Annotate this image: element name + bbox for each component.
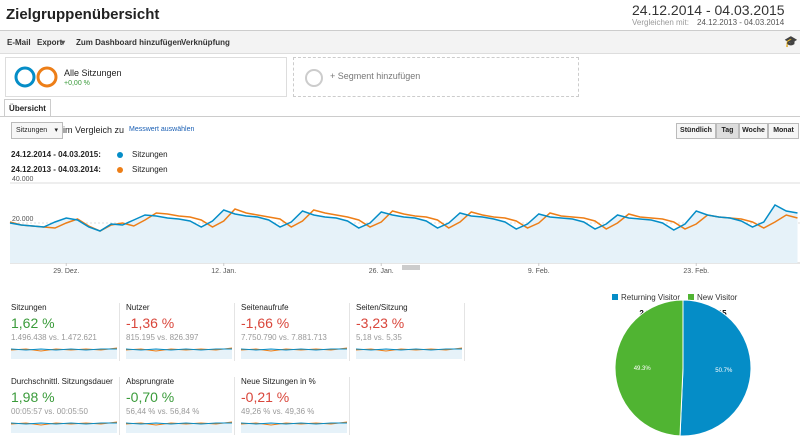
granularity-button[interactable]: Tag — [716, 123, 739, 139]
slice-label: 49.3% — [634, 366, 652, 372]
legend-marker — [117, 167, 123, 173]
x-tick-label: 9. Feb. — [528, 268, 550, 275]
metric-dropdown[interactable]: Sitzungen ▾ — [11, 122, 63, 139]
legend-marker — [117, 152, 123, 158]
metric-tile[interactable]: Seiten/Sitzung -3,23 % 5,18 vs. 5,35 — [356, 303, 465, 361]
granularity-button[interactable]: Monat — [768, 123, 799, 139]
metric-name: Neue Sitzungen in % — [241, 377, 316, 386]
metric-name: Sitzungen — [11, 303, 47, 312]
header: Zielgruppenübersicht 24.12.2014 - 04.03.… — [0, 0, 800, 31]
metric-tile[interactable]: Nutzer -1,36 % 815.195 vs. 826.397 — [126, 303, 235, 361]
legend-markers — [117, 152, 123, 173]
sparkline — [241, 421, 347, 433]
series-line — [9, 204, 798, 232]
compare-label: Vergleichen mit: — [632, 18, 689, 27]
segment-change: +0,00 % — [64, 80, 90, 87]
segment-name: Alle Sitzungen — [64, 68, 122, 78]
metric-name: Durchschnittl. Sitzungsdauer — [11, 377, 113, 386]
sparkline — [11, 347, 117, 359]
granularity-button[interactable]: Stündlich — [676, 123, 716, 139]
add-segment: + Segment hinzufügen — [330, 71, 421, 81]
area — [10, 205, 798, 263]
x-tick-label: 26. Jan. — [369, 268, 394, 275]
metric-change: -3,23 % — [356, 315, 405, 331]
add-icon — [305, 69, 323, 87]
slice-label: 50.7% — [715, 368, 733, 374]
metric-detail: 1.496.438 vs. 1.472.621 — [11, 333, 97, 342]
compare-range: 24.12.2013 - 04.03.2014 — [697, 18, 785, 27]
pie-slice[interactable] — [614, 299, 684, 437]
sparkline — [126, 421, 232, 433]
metric-tile[interactable]: Sitzungen 1,62 % 1.496.438 vs. 1.472.621 — [11, 303, 120, 361]
legend-name: Sitzungen — [132, 165, 168, 174]
sparkline — [356, 347, 462, 359]
legend-range: 24.12.2013 - 04.03.2014: — [11, 165, 101, 174]
metric-tile[interactable]: Absprungrate -0,70 % 56,44 % vs. 56,84 % — [126, 377, 235, 435]
metric-detail: 815.195 vs. 826.397 — [126, 333, 199, 342]
legend-name: Sitzungen — [132, 150, 168, 159]
dropdown-arrow: ▾ — [54, 127, 58, 134]
sparkline — [11, 421, 117, 433]
metric-name: Seitenaufrufe — [241, 303, 289, 312]
metric-link[interactable]: Messwert auswählen — [129, 126, 195, 133]
segment-box[interactable]: Alle Sitzungen +0,00 % — [5, 57, 287, 97]
tab[interactable]: Übersicht — [4, 99, 51, 117]
legend-swatch — [688, 294, 694, 300]
metric-detail: 00:05:57 vs. 00:05:50 — [11, 407, 88, 416]
x-tick-label: 23. Feb. — [683, 268, 709, 275]
cap-icon[interactable]: 🎓 — [784, 36, 798, 48]
metric-change: -1,36 % — [126, 315, 175, 331]
metric-change: -1,66 % — [241, 315, 290, 331]
legend-label[interactable]: New Visitor — [697, 293, 738, 302]
toolbar-item[interactable]: E-Mail — [7, 38, 31, 47]
metric-tile[interactable]: Durchschnittl. Sitzungsdauer 1,98 % 00:05:… — [11, 377, 120, 435]
metric-detail: 7.750.790 vs. 7.881.713 — [241, 333, 327, 342]
metric-name: Sitzungen — [16, 127, 48, 134]
metric-detail: 5,18 vs. 5,35 — [356, 333, 402, 342]
metric-name: Seiten/Sitzung — [356, 303, 408, 312]
compare-text: im Vergleich zu — [63, 125, 125, 135]
metric-change: 1,62 % — [11, 315, 55, 331]
toolbar-item[interactable]: Export — [37, 38, 63, 47]
legend-label[interactable]: Returning Visitor — [621, 293, 680, 302]
pie-slice[interactable] — [679, 299, 752, 437]
sparkline — [126, 347, 232, 359]
metric-change: -0,21 % — [241, 389, 290, 405]
x-tick-label: 29. Dez. — [53, 268, 79, 275]
legend-swatch — [612, 294, 618, 300]
granularity-button[interactable]: Woche — [739, 123, 768, 139]
toolbar-item[interactable]: Verknüpfung — [181, 38, 230, 47]
line-chart: 20.000 40.000 29. Dez. 12. Jan. 26. Jan. 9. F… — [9, 176, 800, 275]
y-tick-label: 40.000 — [12, 176, 34, 183]
toolbar-item[interactable]: Zum Dashboard hinzufügen — [76, 38, 182, 47]
page-title: Zielgruppenübersicht — [6, 6, 160, 23]
series-line — [9, 208, 798, 232]
tab-line — [0, 116, 800, 117]
metric-tile[interactable]: Neue Sitzungen in % -0,21 % 49,26 % vs. 49… — [241, 377, 350, 435]
metric-name: Absprungrate — [126, 377, 175, 386]
dropdown-arrow: ▾ — [61, 38, 66, 47]
segment-icon — [14, 66, 58, 88]
metric-detail: 49,26 % vs. 49,36 % — [241, 407, 315, 416]
x-tick-label: 12. Jan. — [211, 268, 236, 275]
metric-change: -0,70 % — [126, 389, 175, 405]
sparkline — [241, 347, 347, 359]
metric-tile[interactable]: Seitenaufrufe -1,66 % 7.750.790 vs. 7.881.… — [241, 303, 350, 361]
metric-detail: 56,44 % vs. 56,84 % — [126, 407, 200, 416]
toolbar: E-Mail Export ▾ Zum Dashboard hinzufügen… — [0, 31, 800, 54]
resize-handle[interactable] — [402, 265, 420, 270]
metric-name: Nutzer — [126, 303, 150, 312]
legend-range: 24.12.2014 - 04.03.2015: — [11, 150, 101, 159]
y-tick-label: 20.000 — [12, 216, 34, 223]
metric-change: 1,98 % — [11, 389, 55, 405]
date-range[interactable]: 24.12.2014 - 04.03.2015 — [632, 2, 785, 18]
add-segment-box[interactable]: + Segment hinzufügen — [293, 57, 579, 97]
